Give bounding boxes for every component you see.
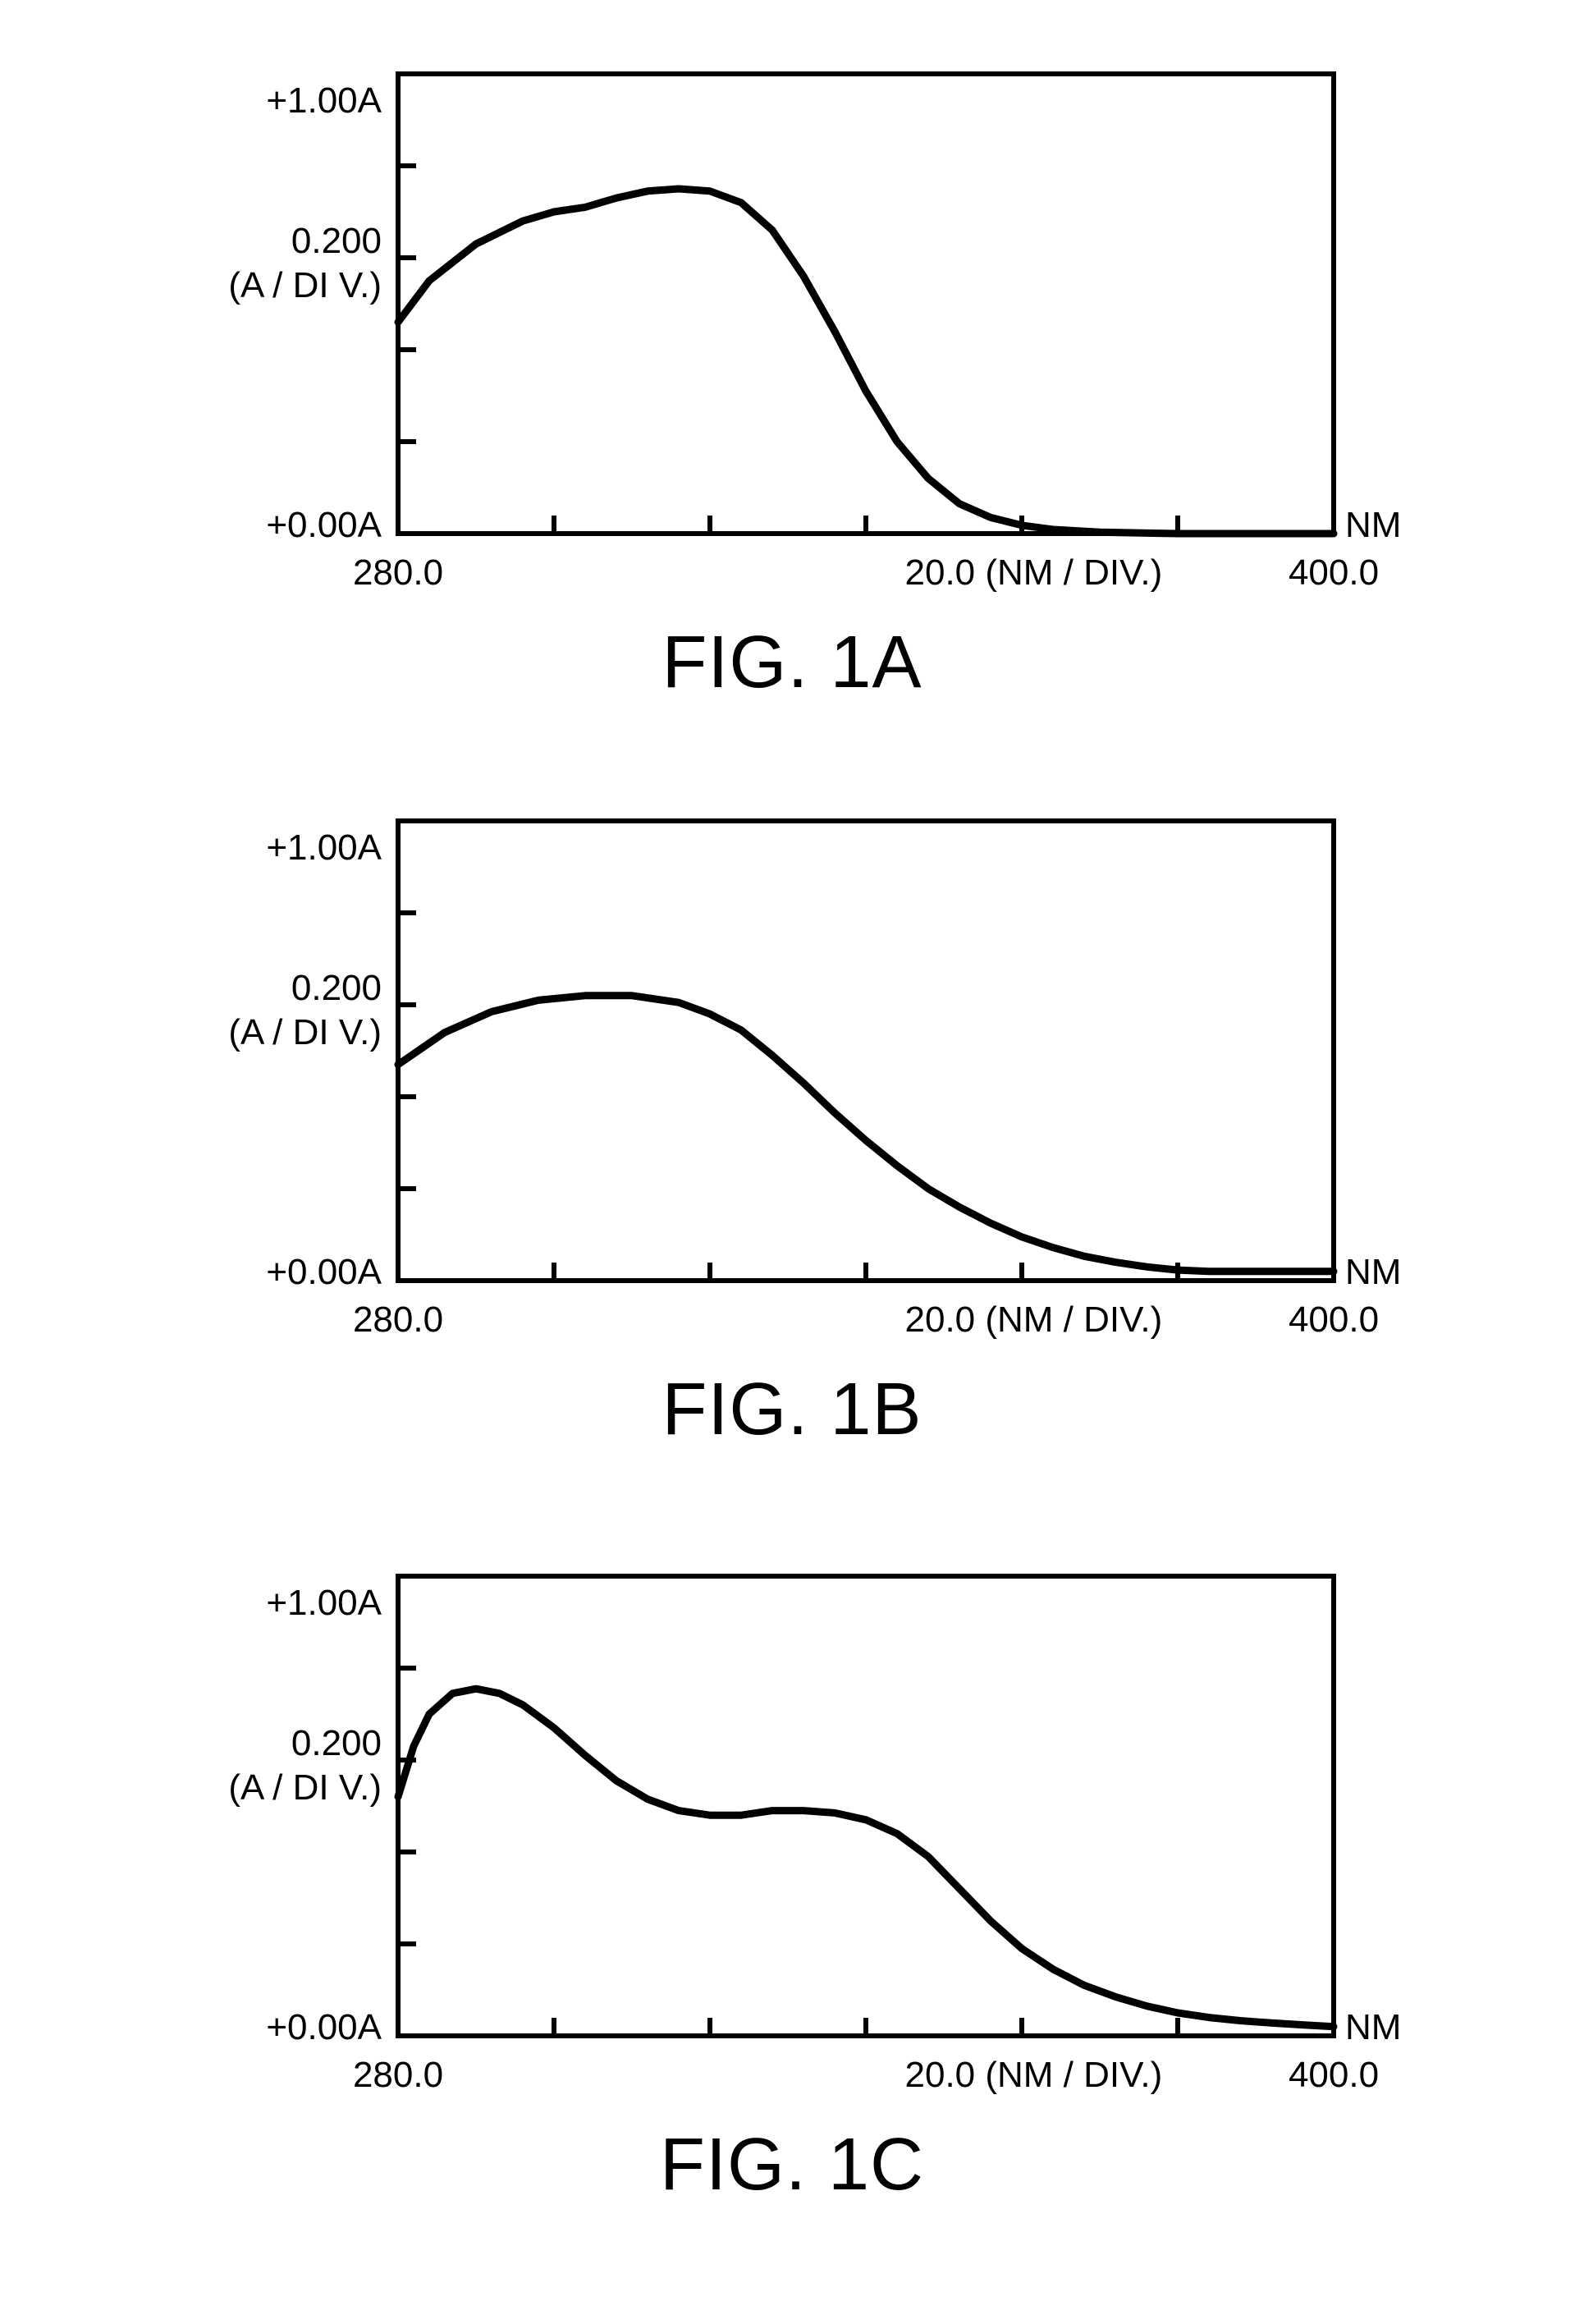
- spectrum-curve: [398, 996, 1334, 1272]
- plot-frame: [398, 74, 1334, 534]
- x-label-right: 400.0: [1289, 1300, 1379, 1340]
- y-label-bottom: +0.00A: [266, 2007, 382, 2047]
- y-label-mid-unit: (A / DI V.): [228, 265, 382, 305]
- caption-fig-1b: FIG. 1B: [0, 1368, 1584, 1452]
- plot-frame: [398, 821, 1334, 1281]
- y-label-bottom: +0.00A: [266, 1252, 382, 1292]
- panel-fig-1a: +1.00A 0.200(A / DI V.) +0.00A 280.0 20.0 (N…: [0, 41, 1584, 705]
- caption-fig-1a: FIG. 1A: [0, 621, 1584, 705]
- x-unit-label: NM: [1345, 2007, 1401, 2047]
- caption-fig-1c: FIG. 1C: [0, 2123, 1584, 2207]
- x-unit-label: NM: [1345, 1252, 1401, 1292]
- y-label-mid-value: 0.200: [291, 1723, 382, 1763]
- y-label-top: +1.00A: [266, 827, 382, 868]
- chart-fig-1a: +1.00A 0.200(A / DI V.) +0.00A 280.0 20.0 (N…: [37, 41, 1449, 616]
- chart-fig-1c: +1.00A 0.200(A / DI V.) +0.00A 280.0 20.0 (N…: [37, 1543, 1449, 2118]
- y-label-mid-value: 0.200: [291, 221, 382, 261]
- chart-fig-1b: +1.00A 0.200(A / DI V.) +0.00A 280.0 20.0 (N…: [37, 788, 1449, 1363]
- plot-frame: [398, 1576, 1334, 2036]
- x-label-left: 280.0: [353, 1300, 443, 1340]
- x-unit-label: NM: [1345, 505, 1401, 545]
- x-label-right: 400.0: [1289, 2055, 1379, 2095]
- spectrum-curve: [398, 1689, 1334, 2027]
- x-label-right: 400.0: [1289, 552, 1379, 593]
- y-label-top: +1.00A: [266, 1583, 382, 1623]
- y-label-bottom: +0.00A: [266, 505, 382, 545]
- y-label-top: +1.00A: [266, 80, 382, 121]
- spectrum-curve: [398, 189, 1334, 534]
- y-label-mid-unit: (A / DI V.): [228, 1767, 382, 1808]
- panel-fig-1b: +1.00A 0.200(A / DI V.) +0.00A 280.0 20.0 (N…: [0, 788, 1584, 1452]
- x-label-mid: 20.0 (NM / DIV.): [905, 552, 1163, 593]
- panel-fig-1c: +1.00A 0.200(A / DI V.) +0.00A 280.0 20.0 (N…: [0, 1543, 1584, 2207]
- x-label-mid: 20.0 (NM / DIV.): [905, 2055, 1163, 2095]
- x-label-mid: 20.0 (NM / DIV.): [905, 1300, 1163, 1340]
- x-label-left: 280.0: [353, 552, 443, 593]
- x-label-left: 280.0: [353, 2055, 443, 2095]
- y-label-mid-value: 0.200: [291, 968, 382, 1008]
- y-label-mid-unit: (A / DI V.): [228, 1012, 382, 1052]
